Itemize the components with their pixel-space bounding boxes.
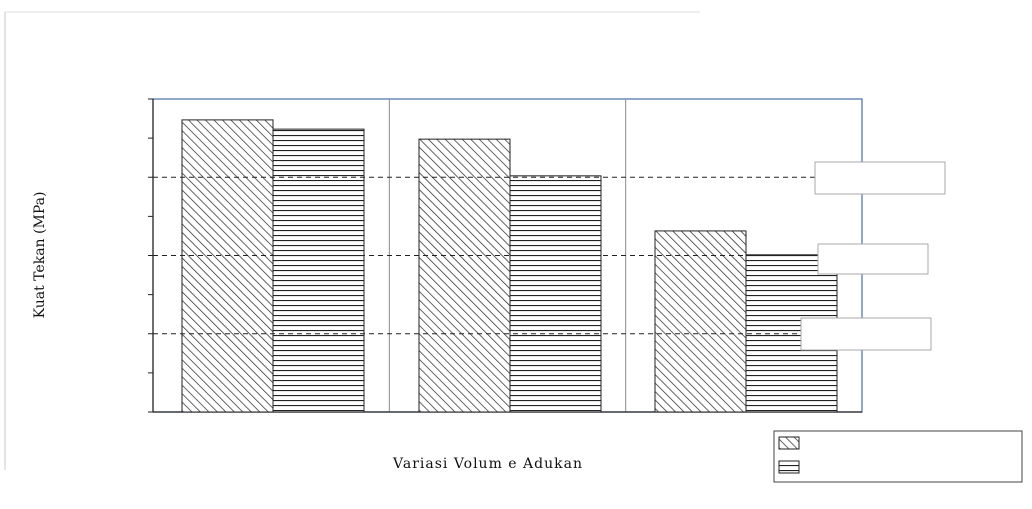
bar-tanpa-gula xyxy=(418,138,511,413)
y-axis-title: Kuat Tekan (MPa) xyxy=(32,192,48,319)
reference-label-box xyxy=(800,317,932,351)
reference-lines xyxy=(153,161,946,351)
plot-area xyxy=(148,98,863,413)
legend-swatch xyxy=(778,436,800,450)
reference-label-box xyxy=(817,243,929,275)
bar-tanpa-gula xyxy=(181,119,274,413)
legend-swatch xyxy=(778,460,800,474)
bar-tanpa-gula xyxy=(654,230,747,413)
x-axis-title: Variasi Volum e Adukan xyxy=(392,456,583,472)
bar-dengan-gula xyxy=(509,175,602,413)
bar-dengan-gula xyxy=(272,128,365,413)
reference-label-box xyxy=(814,161,946,195)
legend xyxy=(773,430,1023,483)
legend-box xyxy=(773,430,1023,483)
